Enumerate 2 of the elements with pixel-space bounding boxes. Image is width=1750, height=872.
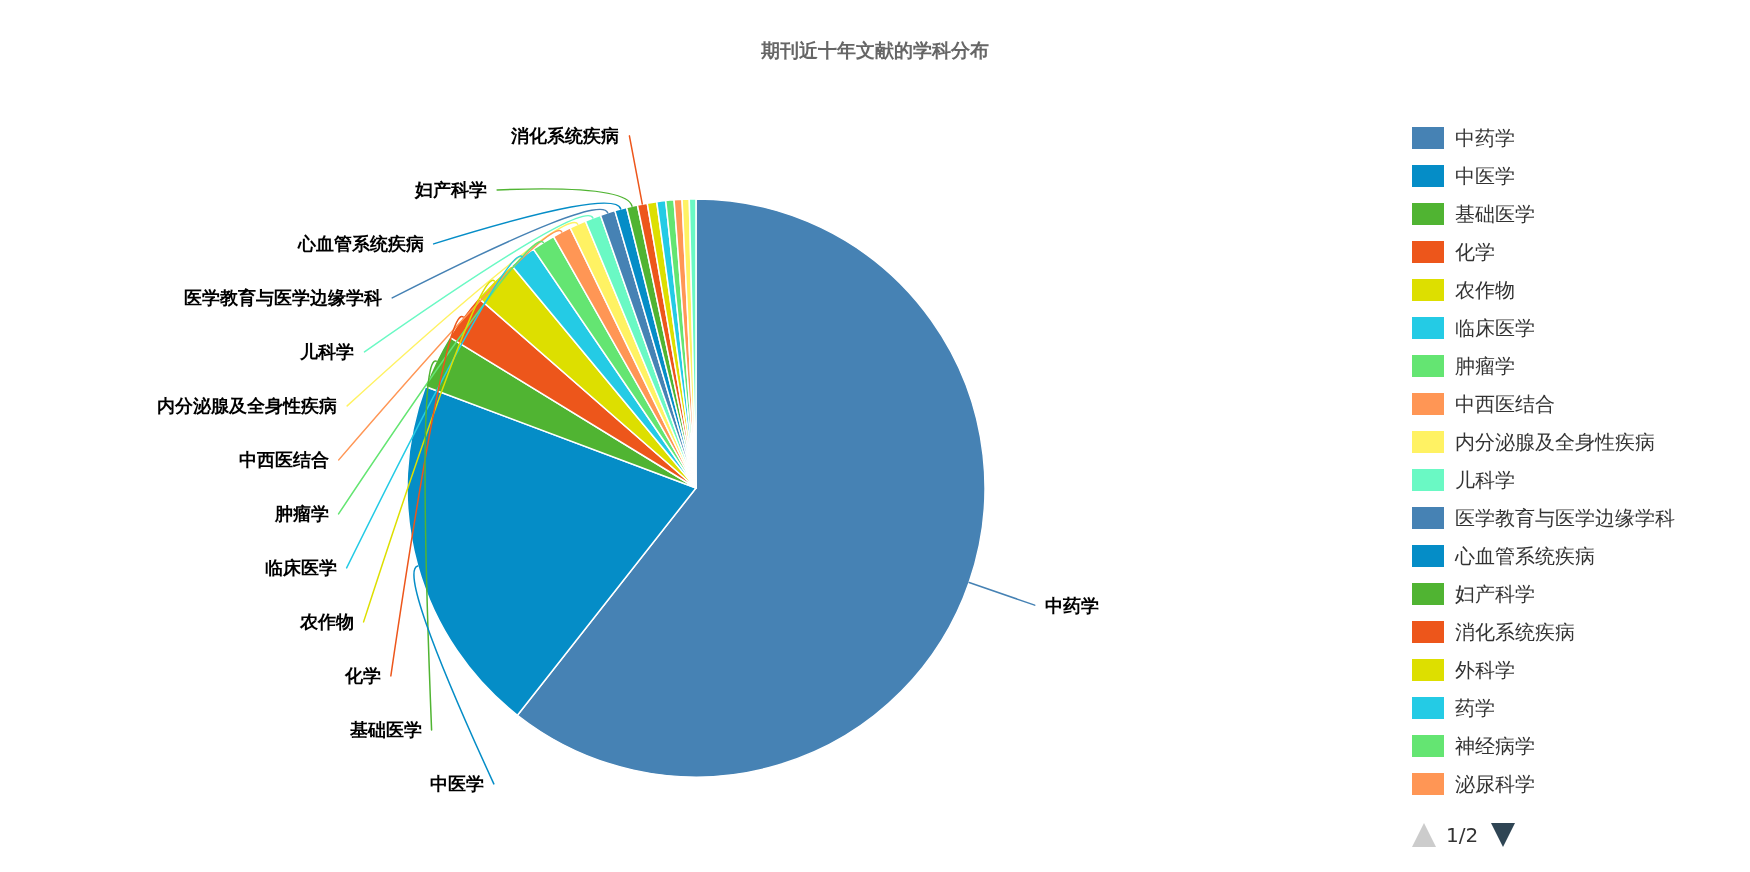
title: 期刊近十年文献的学科分布 xyxy=(761,39,989,61)
legend-page-number: 1/2 xyxy=(1446,823,1479,847)
